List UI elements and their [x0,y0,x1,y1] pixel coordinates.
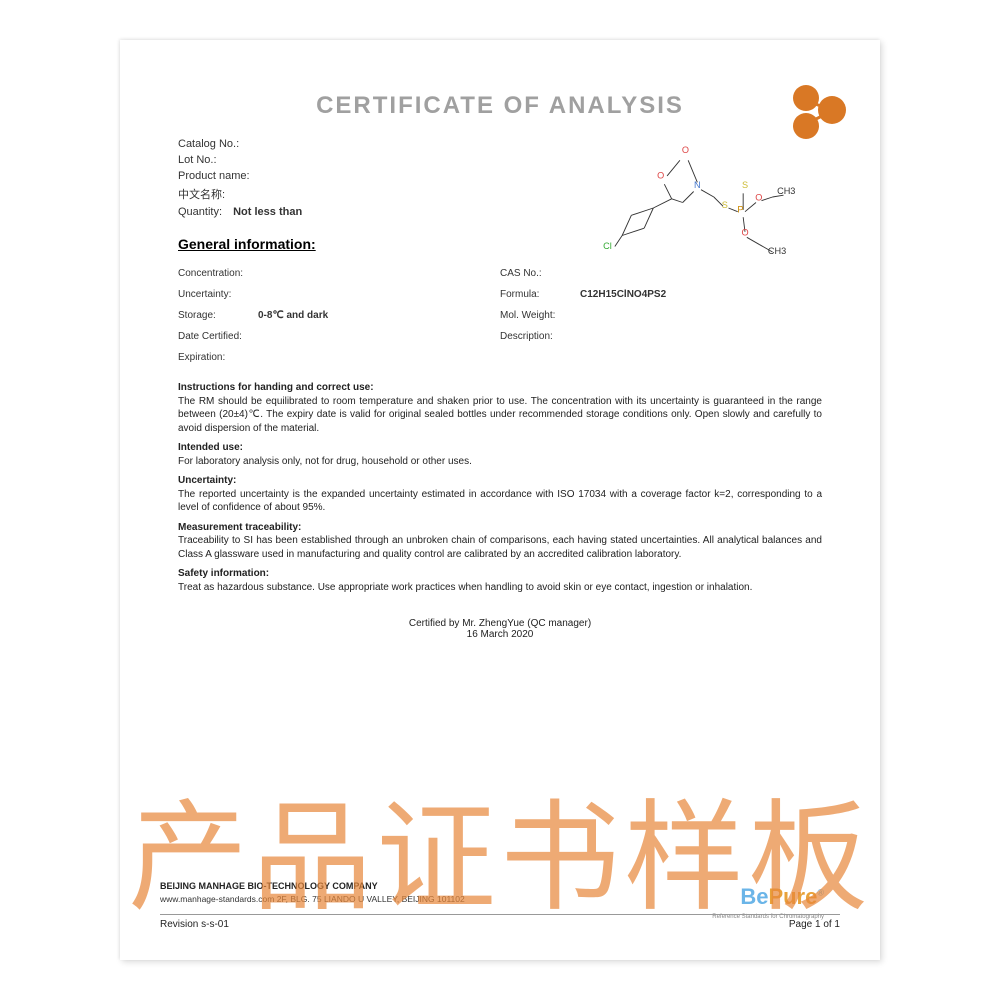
info-grid: Concentration: CAS No.: Uncertainty: For… [178,268,822,363]
svg-text:S: S [722,200,728,210]
concentration-label: Concentration: [178,268,258,279]
quantity-value: Not less than [233,206,302,218]
instr-h2: Intended use: [178,441,822,455]
instr-p5: Treat as hazardous substance. Use approp… [178,581,822,595]
revision: Revision s-s-01 [160,919,229,930]
instr-p2: For laboratory analysis only, not for dr… [178,455,822,469]
certified-by: Certified by Mr. ZhengYue (QC manager) 1… [160,618,840,640]
uncertainty-label: Uncertainty: [178,289,258,300]
catalog-label: Catalog No.: [178,138,239,150]
certified-line1: Certified by Mr. ZhengYue (QC manager) [160,618,840,629]
page-number: Page 1 of 1 [789,919,840,930]
svg-text:Cl: Cl [603,241,612,251]
company-name: BEIJING MANHAGE BIO-TECHNOLOGY COMPANY [160,881,840,891]
svg-text:CH3: CH3 [768,246,786,256]
svg-text:O: O [741,228,748,238]
formula-value: C12H15ClNO4PS2 [580,289,666,300]
product-label: Product name: [178,170,250,182]
expiration-label: Expiration: [178,352,258,363]
svg-text:O: O [657,171,664,181]
certified-line2: 16 March 2020 [160,629,840,640]
formula-label: Formula: [500,289,580,300]
footer: BEIJING MANHAGE BIO-TECHNOLOGY COMPANY w… [160,881,840,930]
description-label: Description: [500,331,580,342]
molecule-structure-icon: OONSSPOOCH3CH3Cl [580,138,800,278]
instructions-block: Instructions for handing and correct use… [178,381,822,594]
svg-text:S: S [742,180,748,190]
mol-weight-label: Mol. Weight: [500,310,580,321]
cn-name-label: 中文名称: [178,186,225,202]
cas-label: CAS No.: [500,268,580,279]
storage-value: 0-8℃ and dark [258,310,328,321]
quantity-label: Quantity: [178,206,222,218]
instr-h4: Measurement traceability: [178,521,822,535]
storage-label: Storage: [178,310,258,321]
page-title: CERTIFICATE OF ANALYSIS [160,92,840,120]
lot-label: Lot No.: [178,154,217,166]
instr-h5: Safety information: [178,567,822,581]
date-certified-label: Date Certified: [178,331,258,342]
header-fields: Catalog No.: Lot No.: Product name: 中文名称… [178,138,840,218]
instr-h3: Uncertainty: [178,474,822,488]
company-address: www.manhage-standards.com 2F, BLG. 75 LI… [160,894,840,904]
instr-p4: Traceability to SI has been established … [178,534,822,561]
svg-text:CH3: CH3 [777,186,795,196]
instr-h1: Instructions for handing and correct use… [178,381,822,395]
svg-text:O: O [682,145,689,155]
instr-p3: The reported uncertainty is the expanded… [178,488,822,515]
svg-text:P: P [737,205,743,215]
svg-text:N: N [694,180,701,190]
corner-logo-icon [774,76,854,146]
certificate-page: CERTIFICATE OF ANALYSIS Catalog No.: Lot… [120,40,880,960]
svg-text:O: O [755,193,762,203]
instr-p1: The RM should be equilibrated to room te… [178,395,822,436]
